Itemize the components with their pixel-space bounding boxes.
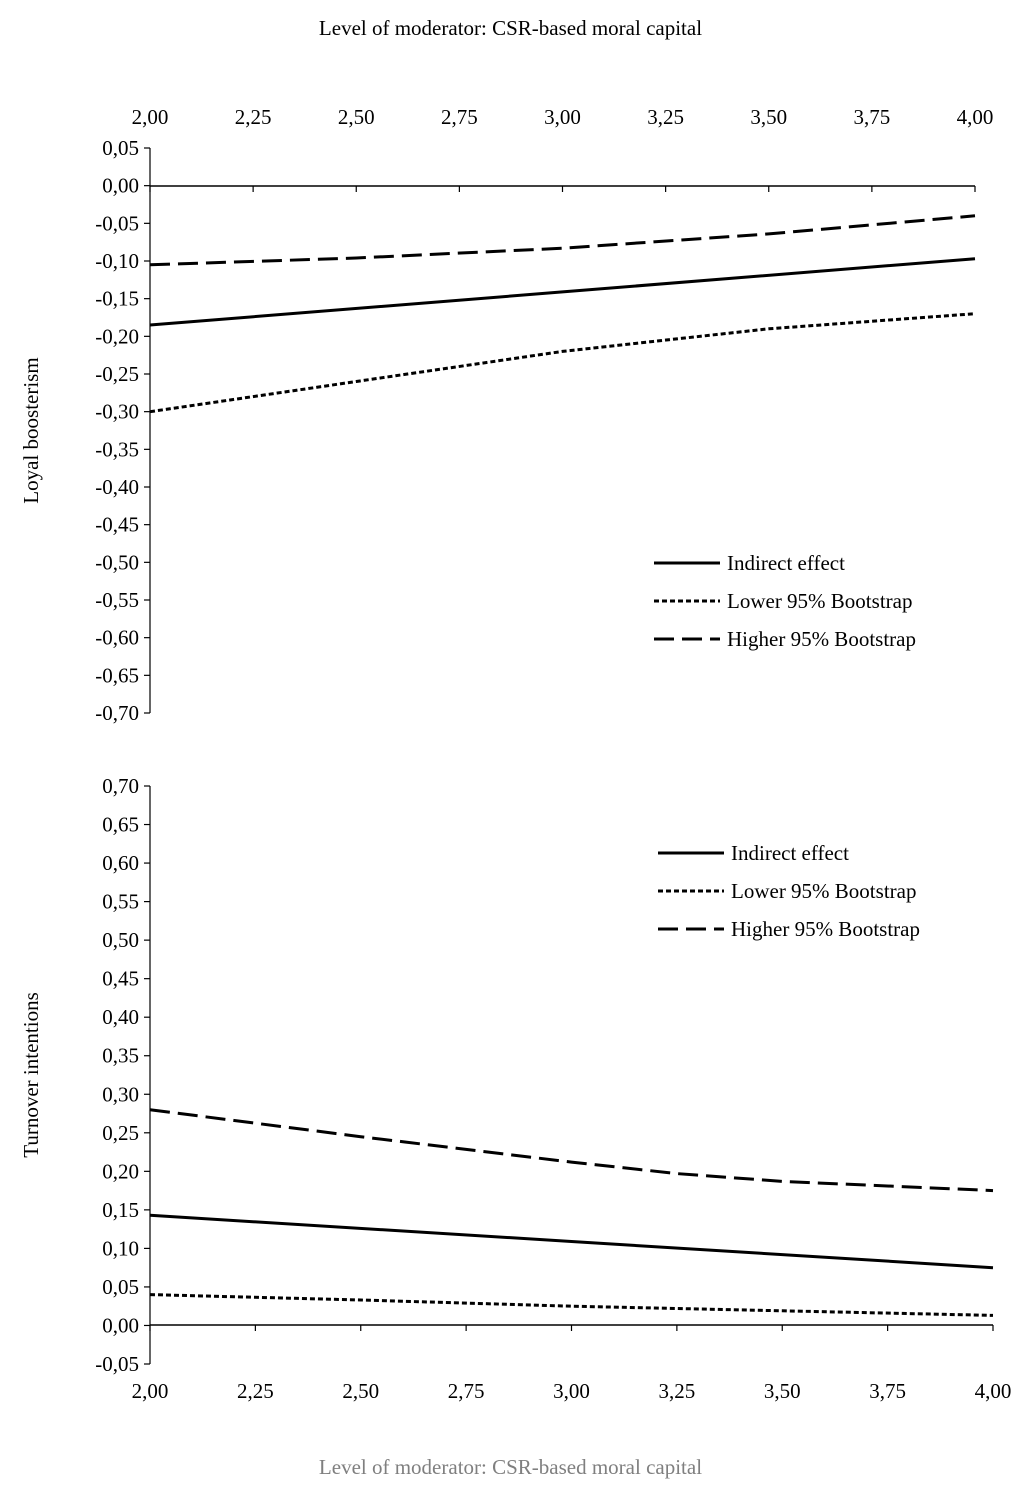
x-tick-label: 2,25: [237, 1379, 274, 1403]
y-tick-label: -0,40: [95, 475, 139, 499]
y-axis-title: Loyal boosterism: [19, 357, 43, 503]
y-axis-title: Turnover intentions: [19, 992, 43, 1157]
y-tick-label: -0,60: [95, 626, 139, 650]
x-tick-label: 3,25: [659, 1379, 696, 1403]
series-line-dashed: [149, 214, 976, 267]
y-tick-label: 0,15: [102, 1198, 139, 1222]
y-tick-label: 0,55: [102, 890, 139, 914]
y-tick-label: 0,10: [102, 1236, 139, 1260]
y-tick-label: 0,00: [102, 174, 139, 198]
y-tick-label: -0,05: [95, 211, 139, 235]
x-tick-label: 2,75: [448, 1379, 485, 1403]
y-tick-label: 0,70: [102, 774, 139, 798]
x-tick-label: 3,50: [750, 105, 787, 129]
x-tick-label: 2,50: [338, 105, 375, 129]
y-tick-label: -0,65: [95, 663, 139, 687]
x-tick-label: 4,00: [957, 105, 994, 129]
x-tick-label: 3,75: [854, 105, 891, 129]
x-tick-label: 2,00: [132, 105, 169, 129]
y-tick-label: -0,25: [95, 362, 139, 386]
y-tick-label: -0,35: [95, 437, 139, 461]
x-tick-label: 3,75: [869, 1379, 906, 1403]
y-tick-label: 0,65: [102, 813, 139, 837]
y-tick-label: 0,00: [102, 1313, 139, 1337]
legend-label: Lower 95% Bootstrap: [731, 879, 916, 903]
x-tick-label: 4,00: [975, 1379, 1012, 1403]
x-tick-label: 2,00: [132, 1379, 169, 1403]
y-tick-label: 0,05: [102, 136, 139, 160]
series-line-dotted: [149, 1293, 994, 1317]
series-line-solid: [149, 1213, 994, 1270]
y-tick-label: -0,20: [95, 324, 139, 348]
turnover-intentions-panel: 0,70 0,65 0,60 0,55 0,50 0,45 0,40 0,35 0,30 0,25…: [19, 774, 1011, 1403]
x-tick-label: 2,75: [441, 105, 478, 129]
series-line-dashed: [149, 1108, 994, 1193]
x-tick-label: 3,25: [647, 105, 684, 129]
y-tick-label: 0,50: [102, 928, 139, 952]
top-x-axis-title: Level of moderator: CSR-based moral capi…: [318, 16, 703, 40]
legend-label: Lower 95% Bootstrap: [727, 589, 912, 613]
x-tick-label: 2,25: [235, 105, 272, 129]
y-tick-label: -0,10: [95, 249, 139, 273]
bottom-x-axis-title: Level of moderator: CSR-based moral capi…: [318, 1455, 703, 1479]
y-tick-label: -0,70: [95, 701, 139, 725]
y-tick-label: -0,45: [95, 513, 139, 537]
y-tick-label: 0,45: [102, 967, 139, 991]
series-line-dotted: [149, 312, 976, 414]
y-tick-label: -0,15: [95, 287, 139, 311]
legend-label: Indirect effect: [727, 551, 845, 575]
y-tick-label: -0,30: [95, 400, 139, 424]
x-tick-label: 3,50: [764, 1379, 801, 1403]
y-tick-label: 0,05: [102, 1275, 139, 1299]
y-tick-label: 0,20: [102, 1159, 139, 1183]
x-tick-label: 3,00: [553, 1379, 590, 1403]
series-line-solid: [149, 257, 976, 327]
y-tick-label: 0,25: [102, 1121, 139, 1145]
loyal-boosterism-panel: 0,05 0,00 -0,05 -0,10 -0,15 -0,20 -0,25 -0,30 -0…: [19, 105, 993, 725]
y-tick-label: 0,35: [102, 1044, 139, 1068]
legend-label: Higher 95% Bootstrap: [731, 917, 920, 941]
y-tick-label: 0,40: [102, 1005, 139, 1029]
y-tick-label: -0,50: [95, 550, 139, 574]
y-tick-label: 0,30: [102, 1082, 139, 1106]
x-tick-label: 3,00: [544, 105, 581, 129]
legend-label: Indirect effect: [731, 841, 849, 865]
y-tick-label: 0,60: [102, 851, 139, 875]
y-tick-label: -0,05: [95, 1352, 139, 1376]
legend-label: Higher 95% Bootstrap: [727, 627, 916, 651]
x-tick-label: 2,50: [342, 1379, 379, 1403]
y-tick-label: -0,55: [95, 588, 139, 612]
